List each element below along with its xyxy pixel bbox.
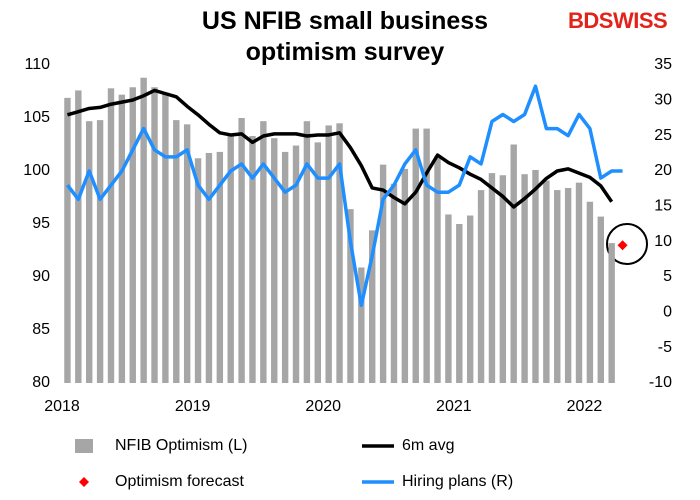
bar bbox=[521, 174, 528, 383]
bar bbox=[249, 136, 256, 383]
bar bbox=[194, 158, 202, 383]
bar bbox=[379, 164, 387, 383]
y2-tick-label: -5 bbox=[658, 339, 672, 356]
bar bbox=[575, 182, 583, 383]
bar bbox=[292, 145, 300, 383]
bar bbox=[412, 128, 419, 383]
y2-tick-label: 15 bbox=[654, 198, 672, 215]
bar bbox=[303, 121, 311, 384]
bar bbox=[75, 90, 82, 383]
chart-title: US NFIB small business optimism survey bbox=[201, 7, 489, 66]
y-tick-label: 110 bbox=[24, 56, 50, 73]
y2-tick-label: 25 bbox=[654, 127, 672, 144]
x-tick-label: 2022 bbox=[567, 398, 603, 415]
bar bbox=[129, 87, 136, 383]
bar bbox=[173, 120, 180, 384]
bar bbox=[564, 187, 572, 383]
line bbox=[66, 84, 623, 308]
bar bbox=[260, 121, 267, 384]
logo: BDSWISS bbox=[568, 8, 668, 33]
legend-label: 6m avg bbox=[402, 437, 454, 454]
legend-label: Hiring plans (R) bbox=[402, 473, 513, 490]
bar bbox=[64, 97, 71, 384]
bar bbox=[314, 142, 321, 383]
y2-tick-label: 30 bbox=[654, 92, 672, 109]
bar bbox=[205, 152, 213, 383]
bar bbox=[608, 243, 615, 383]
legend-label: Optimism forecast bbox=[115, 473, 244, 490]
bar bbox=[401, 168, 409, 383]
bar bbox=[281, 151, 289, 383]
bar bbox=[586, 201, 594, 383]
bar bbox=[390, 183, 398, 383]
y-tick-label: 100 bbox=[23, 162, 50, 179]
y-tick-label: 90 bbox=[32, 268, 50, 285]
bar bbox=[554, 190, 561, 383]
bar bbox=[456, 224, 463, 383]
bar bbox=[488, 173, 496, 383]
bar bbox=[183, 124, 191, 384]
bar bbox=[466, 215, 474, 383]
bar bbox=[499, 175, 507, 383]
bar bbox=[358, 267, 365, 383]
bar bbox=[216, 151, 224, 383]
bar bbox=[271, 138, 278, 383]
y2-tick-label: 20 bbox=[654, 162, 672, 179]
bar bbox=[445, 214, 452, 383]
bar bbox=[336, 123, 343, 384]
bar bbox=[347, 209, 354, 383]
bar bbox=[140, 77, 147, 383]
bar bbox=[86, 121, 93, 384]
x-tick-label: 2018 bbox=[44, 398, 80, 415]
bar bbox=[510, 144, 517, 383]
y-tick-label: 105 bbox=[23, 109, 50, 126]
bar bbox=[369, 230, 376, 383]
highlight-circle bbox=[606, 223, 648, 265]
y2-tick-label: 5 bbox=[663, 268, 672, 285]
bar bbox=[434, 156, 441, 383]
x-tick-label: 2019 bbox=[175, 398, 211, 415]
legend-label: NFIB Optimism (L) bbox=[115, 437, 247, 454]
bar bbox=[118, 94, 126, 384]
bar bbox=[477, 190, 485, 383]
bar bbox=[96, 120, 104, 384]
y2-tick-label: -10 bbox=[649, 374, 672, 391]
y-tick-label: 85 bbox=[32, 321, 50, 338]
y2-tick-label: 35 bbox=[654, 56, 672, 73]
bar bbox=[543, 180, 550, 383]
x-tick-label: 2020 bbox=[305, 398, 341, 415]
bar bbox=[532, 169, 539, 383]
legend-swatch bbox=[79, 477, 89, 487]
legend-swatch bbox=[75, 439, 93, 453]
y2-tick-label: 10 bbox=[654, 233, 672, 250]
bar bbox=[162, 92, 169, 383]
y2-tick-label: 0 bbox=[663, 304, 672, 321]
y-tick-label: 80 bbox=[32, 374, 50, 391]
y-tick-label: 95 bbox=[32, 215, 50, 232]
bar bbox=[325, 125, 332, 384]
marker bbox=[617, 240, 628, 251]
bar bbox=[107, 88, 115, 383]
bar bbox=[227, 133, 234, 383]
bar bbox=[238, 118, 245, 383]
bar bbox=[423, 128, 430, 383]
bar bbox=[151, 87, 158, 383]
bar bbox=[597, 216, 604, 383]
x-tick-label: 2021 bbox=[436, 398, 472, 415]
line bbox=[66, 88, 614, 209]
